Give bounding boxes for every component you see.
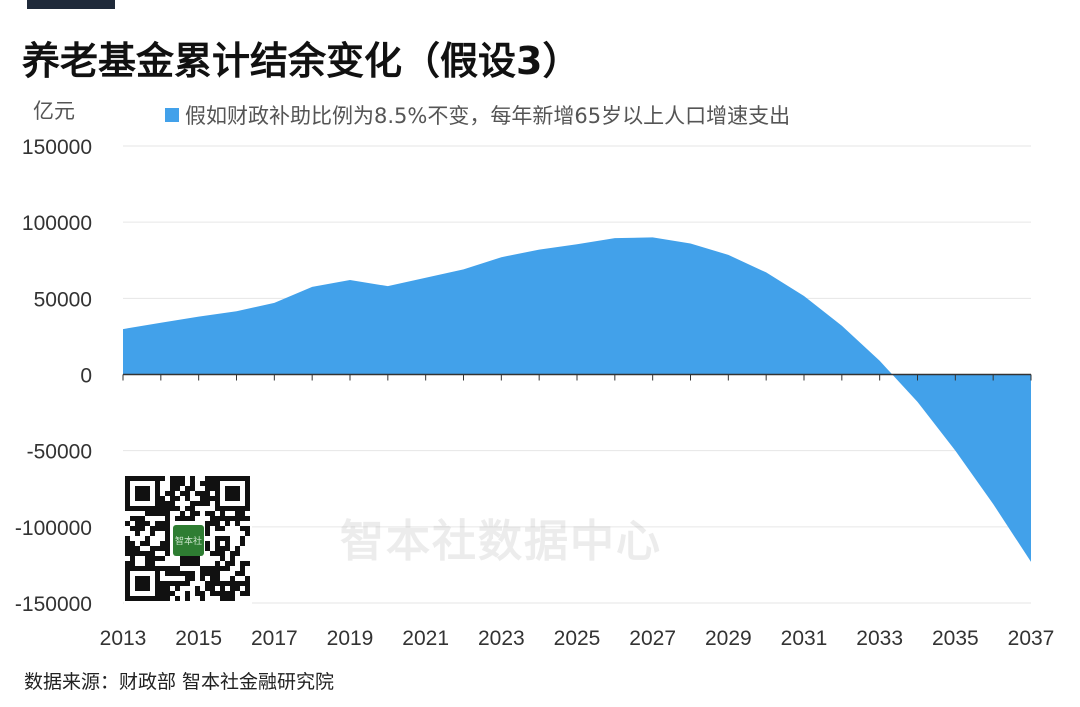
y-tick-label: 150000 <box>22 136 92 159</box>
watermark: 智本社数据中心 <box>340 516 662 567</box>
x-tick-label: 2017 <box>251 627 298 650</box>
y-tick-label: -50000 <box>27 441 92 464</box>
x-tick-label: 2027 <box>629 627 676 650</box>
title-accent-bar <box>27 0 115 9</box>
y-tick-label: -100000 <box>15 517 92 540</box>
x-tick-label: 2033 <box>856 627 903 650</box>
qr-code: 智本社 <box>124 474 252 604</box>
x-tick-label: 2021 <box>402 627 449 650</box>
area-series <box>123 237 1031 562</box>
x-tick-label: 2029 <box>705 627 752 650</box>
y-tick-label: 50000 <box>34 288 92 311</box>
svg-text:智本社: 智本社 <box>175 535 202 547</box>
y-tick-label: 0 <box>80 365 92 388</box>
x-tick-label: 2035 <box>932 627 979 650</box>
x-tick-label: 2023 <box>478 627 525 650</box>
x-tick-label: 2015 <box>175 627 222 650</box>
chart-title: 养老基金累计结余变化（假设3） <box>22 39 581 83</box>
x-tick-label: 2019 <box>327 627 374 650</box>
x-axis <box>122 373 1032 381</box>
source-note: 数据来源：财政部 智本社金融研究院 <box>24 671 335 693</box>
y-tick-label: 100000 <box>22 212 92 235</box>
x-tick-label: 2025 <box>554 627 601 650</box>
x-tick-labels: 2013 2015 2017 2019 2021 2023 2025 2027 2029 2031… <box>100 627 1055 650</box>
area-series-path <box>123 237 1031 562</box>
x-tick-label: 2031 <box>781 627 828 650</box>
y-tick-labels: 150000 100000 50000 0 -50000 -100000 -150000 <box>15 136 92 616</box>
y-axis-unit-label: 亿元 <box>33 99 75 123</box>
x-tick-label: 2013 <box>100 627 147 650</box>
y-tick-label: -150000 <box>15 593 92 616</box>
x-tick-label: 2037 <box>1008 627 1055 650</box>
legend-label: 假如财政补助比例为8.5%不变，每年新增65岁以上人口增速支出 <box>185 104 791 128</box>
legend: 假如财政补助比例为8.5%不变，每年新增65岁以上人口增速支出 <box>165 100 790 130</box>
legend-swatch <box>165 108 179 122</box>
